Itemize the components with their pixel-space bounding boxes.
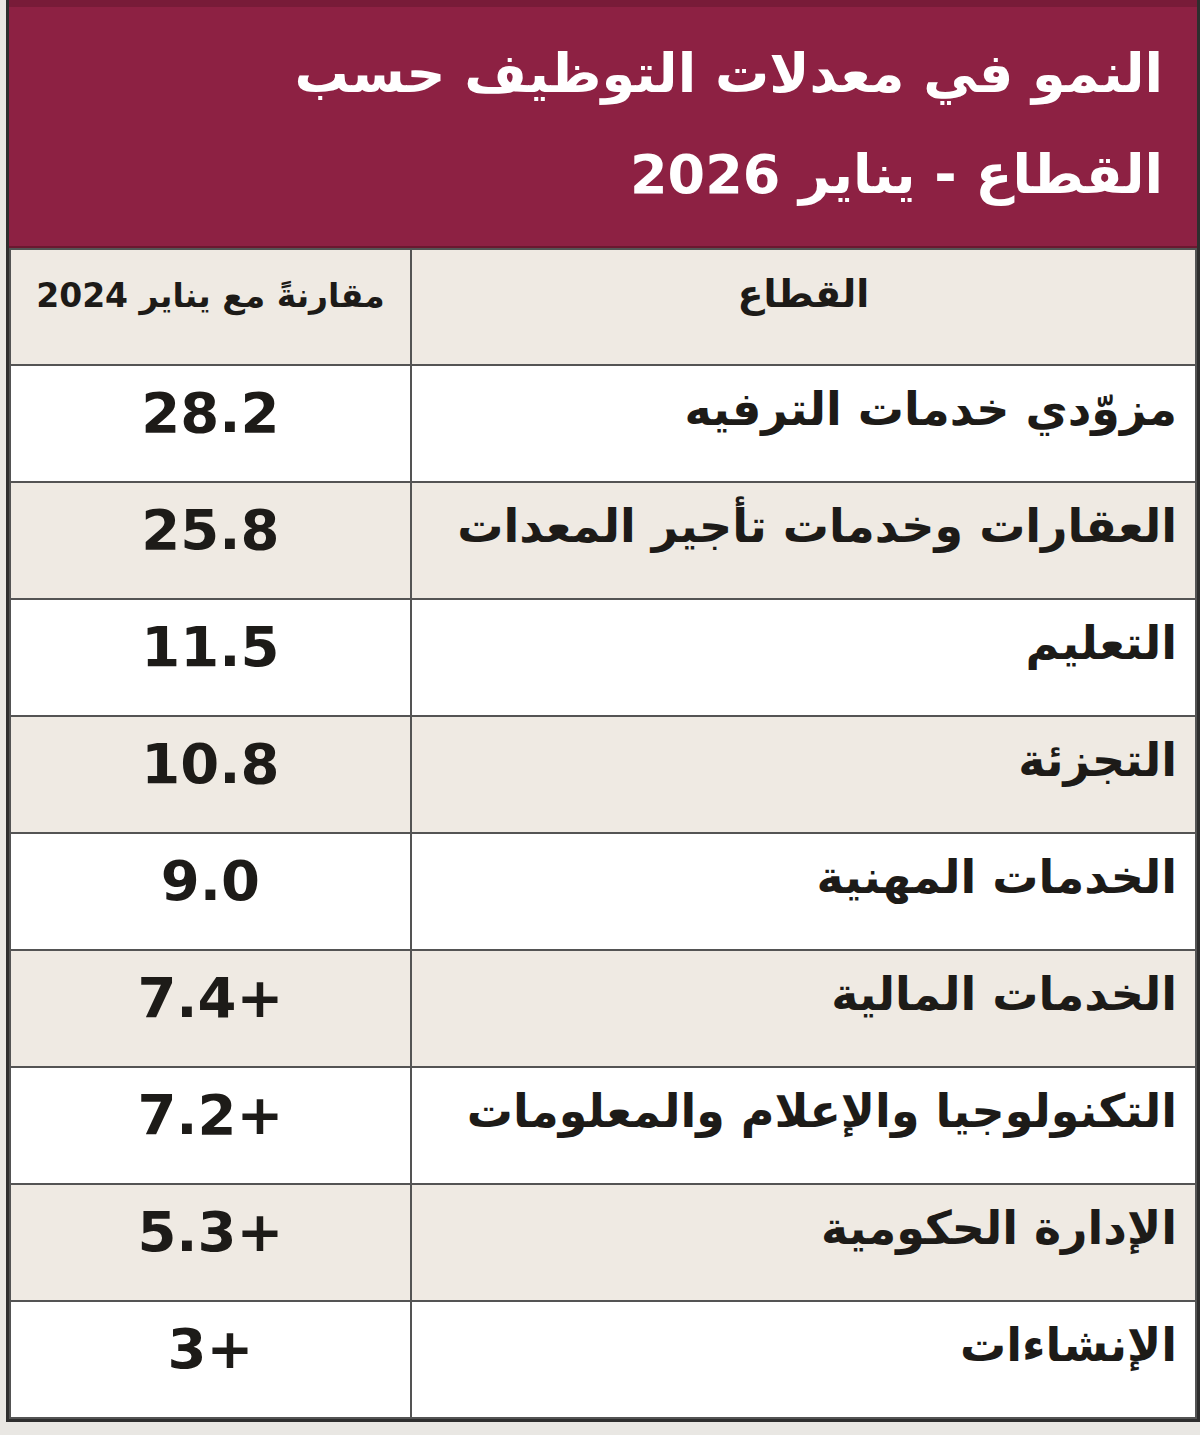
- column-header-comparison: مقارنةً مع يناير 2024: [10, 249, 411, 365]
- employment-growth-infographic: النمو في معدلات التوظيف حسب القطاع - ينا…: [6, 0, 1200, 1422]
- table-row: الإنشاءات 3+: [10, 1301, 1196, 1418]
- sector-cell: العقارات وخدمات تأجير المعدات: [411, 482, 1196, 599]
- sector-cell: التكنولوجيا والإعلام والمعلومات: [411, 1067, 1196, 1184]
- sector-cell: التجزئة: [411, 716, 1196, 833]
- table-row: التجزئة 10.8: [10, 716, 1196, 833]
- table-body: مزوّدي خدمات الترفيه 28.2 العقارات وخدما…: [10, 365, 1196, 1418]
- table-row: التكنولوجيا والإعلام والمعلومات 7.2+: [10, 1067, 1196, 1184]
- value-cell: 10.8: [10, 716, 411, 833]
- sector-cell: الإدارة الحكومية: [411, 1184, 1196, 1301]
- page-title-line-2: القطاع - يناير 2026: [29, 124, 1163, 225]
- table-header-row: القطاع مقارنةً مع يناير 2024: [10, 249, 1196, 365]
- value-cell: 3+: [10, 1301, 411, 1418]
- table-row: التعليم 11.5: [10, 599, 1196, 716]
- page-title-line-1: النمو في معدلات التوظيف حسب: [29, 23, 1163, 124]
- table-row: العقارات وخدمات تأجير المعدات 25.8: [10, 482, 1196, 599]
- value-cell: 7.2+: [10, 1067, 411, 1184]
- sector-cell: الخدمات المهنية: [411, 833, 1196, 950]
- title-band: النمو في معدلات التوظيف حسب القطاع - ينا…: [9, 0, 1197, 248]
- table-row: الخدمات المالية 7.4+: [10, 950, 1196, 1067]
- sector-cell: التعليم: [411, 599, 1196, 716]
- table-row: مزوّدي خدمات الترفيه 28.2: [10, 365, 1196, 482]
- sector-cell: الإنشاءات: [411, 1301, 1196, 1418]
- sector-cell: الخدمات المالية: [411, 950, 1196, 1067]
- sector-cell: مزوّدي خدمات الترفيه: [411, 365, 1196, 482]
- column-header-sector: القطاع: [411, 249, 1196, 365]
- value-cell: 28.2: [10, 365, 411, 482]
- table-header: القطاع مقارنةً مع يناير 2024: [10, 249, 1196, 365]
- table-row: الإدارة الحكومية 5.3+: [10, 1184, 1196, 1301]
- value-cell: 25.8: [10, 482, 411, 599]
- value-cell: 5.3+: [10, 1184, 411, 1301]
- value-cell: 11.5: [10, 599, 411, 716]
- table-row: الخدمات المهنية 9.0: [10, 833, 1196, 950]
- sector-growth-table: القطاع مقارنةً مع يناير 2024 مزوّدي خدما…: [9, 248, 1197, 1419]
- value-cell: 9.0: [10, 833, 411, 950]
- value-cell: 7.4+: [10, 950, 411, 1067]
